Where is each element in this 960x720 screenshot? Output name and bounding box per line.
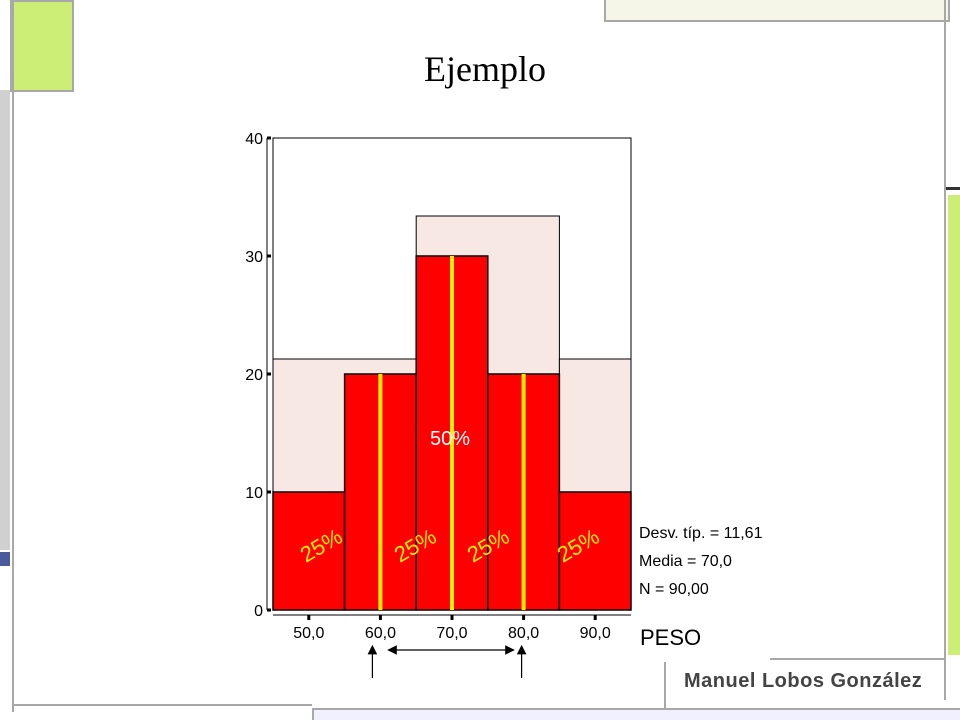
y-tick-label-4: 40 [245, 131, 263, 148]
decor-right-green-strip [948, 195, 960, 655]
bar-0 [272, 491, 346, 611]
y-tick-label-3: 30 [245, 249, 263, 266]
x-tick-label-3: 80,0 [508, 625, 539, 642]
stats-line-2: N = 90,00 [639, 581, 709, 598]
x-tick-label-4: 90,0 [580, 625, 611, 642]
x-tick-label-2: 70,0 [436, 625, 467, 642]
y-tick-label-0: 0 [254, 603, 263, 620]
y-tick-label-1: 10 [245, 485, 263, 502]
stats-line-0: Desv. típ. = 11,61 [639, 525, 763, 542]
slide-title: Ejemplo [424, 49, 546, 89]
footer-divider-v [664, 662, 666, 708]
decor-frame-line-left [12, 0, 14, 712]
decor-left-gray-strip [0, 90, 10, 550]
decor-right-tick [946, 187, 960, 190]
footer-divider-h [770, 658, 946, 660]
x-tick-label-0: 50,0 [293, 625, 324, 642]
y-tick-label-2: 20 [245, 367, 263, 384]
decor-bottom-block [312, 708, 960, 720]
decor-frame-line-right [944, 0, 946, 700]
decor-top-right-block [604, 0, 950, 22]
author-footer: Manuel Lobos González [684, 670, 923, 692]
decor-top-green-block [10, 0, 74, 92]
x-axis-label: PESO [640, 625, 701, 650]
bar-4 [558, 491, 632, 611]
decor-bottom-line [14, 704, 312, 706]
x-tick-label-1: 60,0 [365, 625, 396, 642]
center-percent-label: 50% [430, 428, 470, 450]
decor-left-blue-mark [0, 552, 10, 566]
stats-line-1: Media = 70,0 [639, 553, 732, 570]
